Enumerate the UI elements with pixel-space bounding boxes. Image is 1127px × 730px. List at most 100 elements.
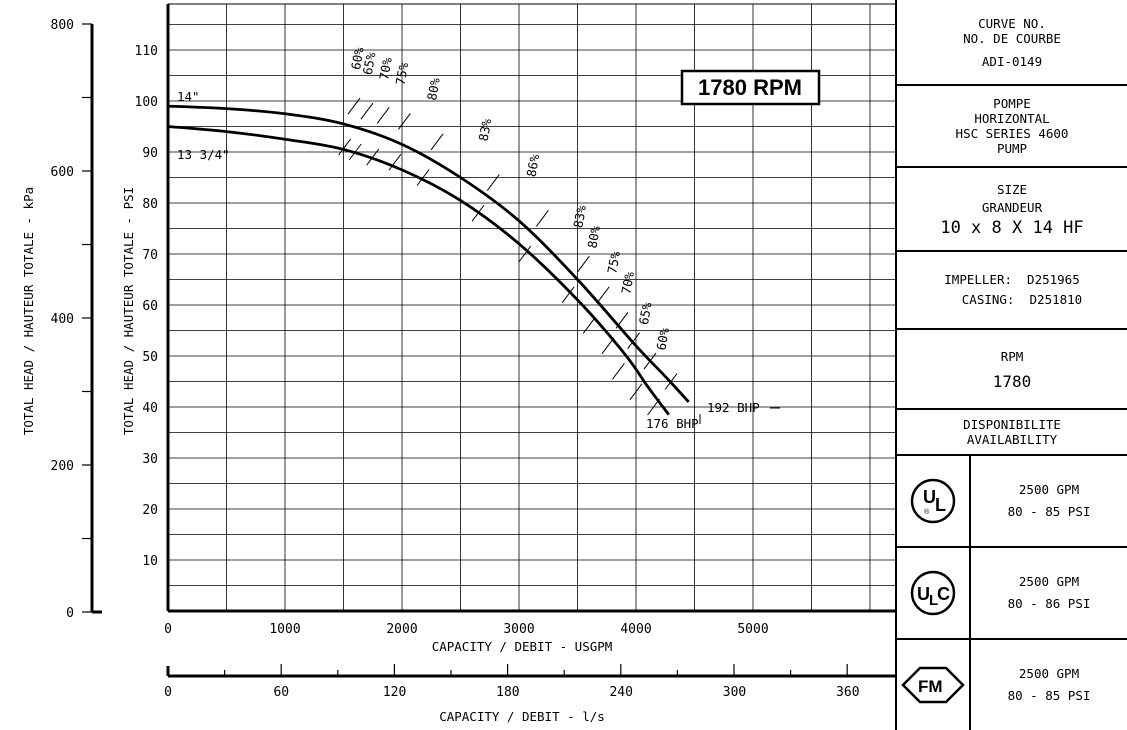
efficiency-label: 80% bbox=[584, 224, 603, 249]
efficiency-hatch bbox=[416, 169, 430, 186]
y-tick-label: 80 bbox=[142, 197, 158, 212]
efficiency-hatch bbox=[664, 373, 678, 390]
efficiency-hatch bbox=[601, 337, 615, 355]
pump-label: PUMP bbox=[996, 141, 1028, 156]
pump-series: HSC SERIES 4600 bbox=[955, 126, 1069, 141]
efficiency-hatch bbox=[430, 133, 444, 151]
ls-tick-label: 120 bbox=[383, 685, 406, 700]
pump-fr-label: POMPE bbox=[993, 96, 1031, 111]
bhp-label-192: 192 BHP bbox=[707, 400, 760, 415]
svg-text:U: U bbox=[917, 584, 930, 604]
efficiency-label: 60% bbox=[348, 46, 367, 71]
efficiency-label: 65% bbox=[636, 301, 655, 326]
ls-tick-label: 180 bbox=[496, 685, 519, 700]
availability-label: AVAILABILITY bbox=[966, 432, 1058, 447]
efficiency-hatch bbox=[629, 383, 643, 401]
svg-text:L: L bbox=[929, 592, 938, 609]
rpm-label: RPM bbox=[1000, 349, 1024, 364]
x2-axis-label: CAPACITY / DEBIT - l/s bbox=[439, 709, 605, 724]
efficiency-hatch bbox=[596, 286, 610, 304]
series-label-13-75: 13 3/4" bbox=[177, 147, 230, 162]
fm-logo-icon: FM bbox=[901, 666, 965, 704]
efficiency-hatch bbox=[561, 286, 575, 304]
cert-ul-psi: 80 - 85 PSI bbox=[1007, 504, 1091, 519]
cert-fm-gpm: 2500 GPM bbox=[1018, 666, 1080, 681]
x-axis-label: CAPACITY / DEBIT - USGPM bbox=[432, 639, 613, 654]
size-label: SIZE bbox=[996, 182, 1028, 197]
svg-text:U: U bbox=[923, 487, 936, 507]
series-label-14: 14" bbox=[177, 89, 200, 104]
y-tick-label: 70 bbox=[142, 248, 158, 263]
efficiency-hatch bbox=[366, 148, 380, 166]
bhp-label-176: 176 BHP bbox=[646, 416, 699, 431]
kpa-tick-label: 600 bbox=[51, 165, 74, 180]
y-tick-label: 30 bbox=[142, 452, 158, 467]
kpa-tick-label: 800 bbox=[51, 18, 74, 33]
rpm-title-box bbox=[680, 69, 821, 106]
efficiency-hatch bbox=[388, 153, 402, 171]
y-tick-label: 60 bbox=[142, 299, 158, 314]
efficiency-hatch bbox=[612, 362, 625, 380]
efficiency-label: 75% bbox=[393, 61, 412, 86]
efficiency-hatch bbox=[536, 210, 549, 227]
efficiency-hatch bbox=[360, 102, 374, 120]
x-tick-label: 2000 bbox=[386, 622, 417, 637]
curve-number-block: CURVE NO. NO. DE COURBE ADI-0149 bbox=[897, 0, 1127, 84]
ulc-logo: U L C bbox=[897, 548, 971, 638]
ul-logo: U L ® bbox=[897, 456, 971, 546]
y-tick-label: 20 bbox=[142, 503, 158, 518]
efficiency-hatch bbox=[347, 97, 361, 115]
svg-text:L: L bbox=[935, 495, 946, 515]
kpa-tick-label: 200 bbox=[51, 459, 74, 474]
ls-tick-label: 300 bbox=[723, 685, 746, 700]
efficiency-label: 83% bbox=[476, 117, 495, 142]
chart-grid bbox=[168, 4, 896, 611]
y-tick-label: 100 bbox=[135, 95, 158, 110]
svg-text:FM: FM bbox=[918, 677, 943, 696]
efficiency-hatch bbox=[348, 143, 362, 161]
ls-tick-label: 60 bbox=[273, 685, 289, 700]
ulc-logo-icon: U L C bbox=[910, 570, 956, 616]
y-tick-label: 10 bbox=[142, 554, 158, 569]
cert-ulc-gpm: 2500 GPM bbox=[1018, 574, 1080, 589]
cert-ul-gpm: 2500 GPM bbox=[1018, 482, 1080, 497]
svg-text:C: C bbox=[937, 584, 950, 604]
kpa-tick-label: 0 bbox=[66, 606, 74, 621]
efficiency-label: 70% bbox=[618, 270, 637, 295]
ls-tick-label: 360 bbox=[836, 685, 859, 700]
y-tick-label: 110 bbox=[135, 44, 158, 59]
y2-axis-label: TOTAL HEAD / HAUTEUR TOTALE - kPa bbox=[21, 187, 36, 435]
efficiency-hatch bbox=[647, 398, 660, 416]
ls-tick-label: 0 bbox=[164, 685, 172, 700]
ls-tick-label: 240 bbox=[609, 685, 632, 700]
cert-fm-text: 2500 GPM 80 - 85 PSI bbox=[971, 640, 1127, 730]
cert-fm-psi: 80 - 85 PSI bbox=[1007, 688, 1091, 703]
size-block: SIZE GRANDEUR 10 x 8 X 14 HF bbox=[897, 166, 1127, 250]
efficiency-hatch bbox=[486, 174, 500, 191]
availability-block: DISPONIBILITE AVAILABILITY bbox=[897, 408, 1127, 454]
efficiency-label: 60% bbox=[653, 326, 672, 351]
fm-logo: FM bbox=[897, 640, 971, 730]
efficiency-hatch bbox=[627, 332, 641, 350]
efficiency-hatch bbox=[471, 204, 485, 222]
impeller-casing-block: IMPELLER: D251965 CASING: D251810 bbox=[897, 250, 1127, 328]
efficiency-hatch bbox=[338, 138, 352, 156]
efficiency-hatch bbox=[643, 352, 657, 370]
chart-axes bbox=[82, 0, 897, 730]
chart-title: 1780 RPM bbox=[698, 75, 802, 100]
y-tick-label: 40 bbox=[142, 401, 158, 416]
impeller-value: IMPELLER: D251965 bbox=[944, 272, 1080, 287]
casing-value: CASING: D251810 bbox=[961, 292, 1083, 307]
cert-ulc-text: 2500 GPM 80 - 86 PSI bbox=[971, 548, 1127, 638]
efficiency-hatch bbox=[615, 311, 629, 329]
rpm-value: 1780 bbox=[992, 372, 1032, 391]
efficiency-label: 86% bbox=[524, 153, 543, 178]
cert-ulc-psi: 80 - 86 PSI bbox=[1007, 596, 1091, 611]
efficiency-hatch bbox=[518, 245, 532, 263]
efficiency-hatches bbox=[338, 97, 678, 416]
efficiency-label: 75% bbox=[604, 250, 623, 275]
cert-ul-text: 2500 GPM 80 - 85 PSI bbox=[971, 456, 1127, 546]
size-value: 10 x 8 X 14 HF bbox=[940, 218, 1084, 238]
